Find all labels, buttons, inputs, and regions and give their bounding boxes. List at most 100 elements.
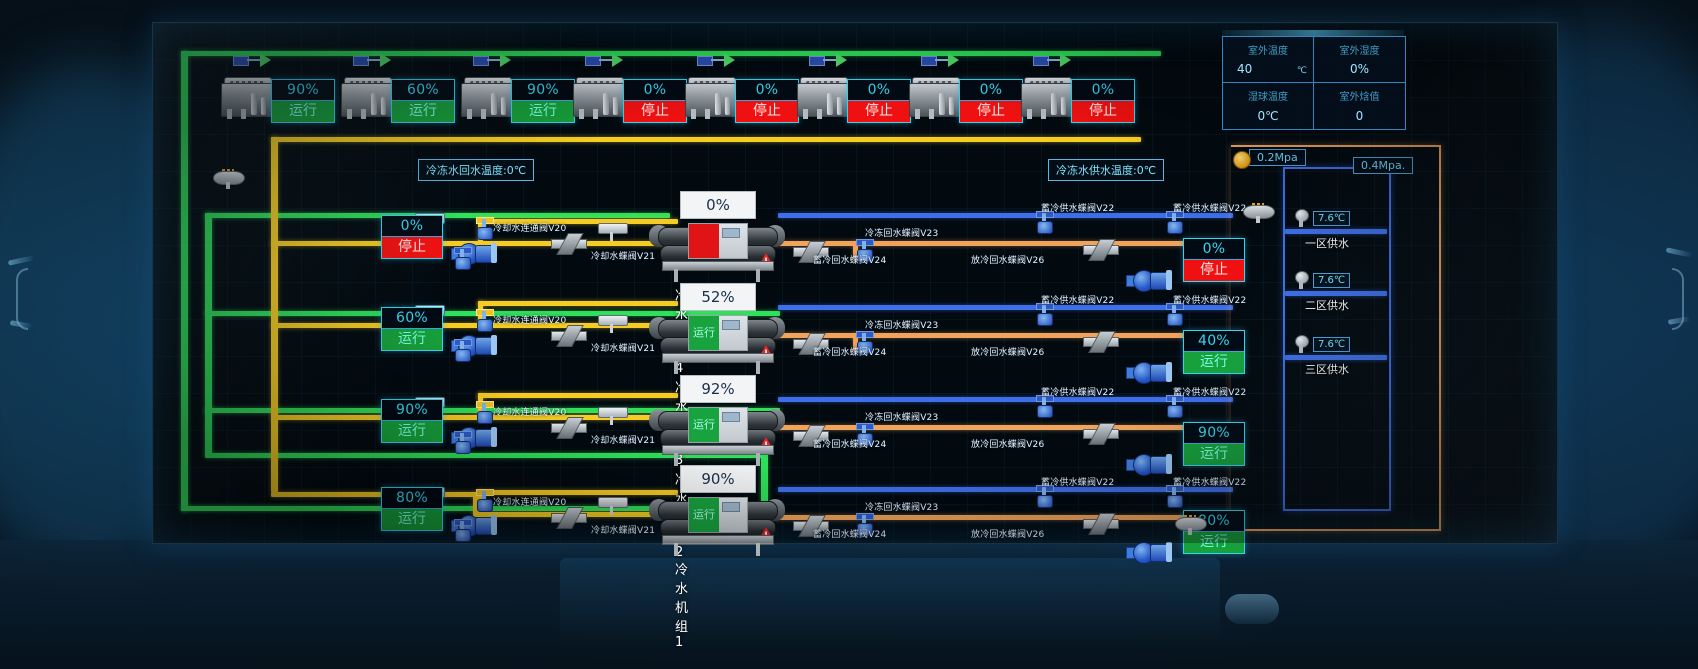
chilled-pump-3[interactable]: [1126, 360, 1173, 384]
cooling-tower-7[interactable]: [909, 75, 963, 119]
ball-valve-icon[interactable]: [853, 513, 875, 536]
butterfly-valve-icon[interactable]: [1083, 331, 1119, 353]
flow-sensor-icon[interactable]: [598, 497, 628, 515]
butterfly-valve-icon[interactable]: [1083, 239, 1119, 261]
ball-valve-icon[interactable]: [1163, 303, 1185, 326]
pressure-outlet-tag: 0.4Mpa.: [1353, 157, 1414, 174]
butterfly-valve-icon[interactable]: [793, 425, 829, 447]
chiller-1-control-panel[interactable]: 运行: [688, 497, 748, 533]
chiller-2[interactable]: 92% 运行: [649, 375, 785, 466]
ball-valve-icon[interactable]: [853, 331, 875, 354]
butterfly-valve-icon[interactable]: [551, 507, 587, 529]
butterfly-valve-icon[interactable]: [1083, 423, 1119, 445]
cooling-tower-7-status-card[interactable]: 0% 停止: [959, 79, 1023, 123]
cooling-butterfly-valve-v21-icon[interactable]: [451, 519, 473, 542]
cooling-tower-fan-damper-icon[interactable]: [809, 53, 853, 67]
butterfly-valve-icon[interactable]: [1083, 513, 1119, 535]
chiller-4-control-panel[interactable]: [688, 223, 748, 259]
cooling-tower-4-status-card[interactable]: 0% 停止: [623, 79, 687, 123]
valve-tag-v21-row1: 冷却水蝶阀V21: [591, 526, 656, 536]
flow-sensor-icon[interactable]: [598, 315, 628, 333]
butterfly-valve-icon[interactable]: [551, 325, 587, 347]
cooling-pump-3-status-card[interactable]: 60% 运行: [381, 307, 443, 351]
cooling-tower-fan-damper-icon[interactable]: [233, 53, 277, 67]
cooling-pump-4-status-card[interactable]: 0% 停止: [381, 215, 443, 259]
valve-tag-v21-row4: 冷却水蝶阀V21: [591, 252, 656, 262]
cooling-pump-3-status: 运行: [382, 329, 442, 350]
zone-1-supply-pipe: [1285, 229, 1387, 234]
butterfly-valve-icon[interactable]: [793, 241, 829, 263]
ball-valve-icon[interactable]: [853, 423, 875, 446]
cooling-tower-6-status-card[interactable]: 0% 停止: [847, 79, 911, 123]
chilled-pump-3-status-card[interactable]: 40% 运行: [1183, 330, 1245, 374]
flow-sensor-icon[interactable]: [598, 223, 628, 241]
bypass-valve-icon[interactable]: [1175, 515, 1207, 535]
valve-tag-v26-row1: 放冷回水蝶阀V26: [971, 530, 1045, 540]
flow-sensor-icon[interactable]: [598, 407, 628, 425]
cooling-butterfly-valve-v21-icon[interactable]: [451, 247, 473, 270]
pipe-chilled-return-4: [773, 241, 1243, 246]
butterfly-valve-icon[interactable]: [793, 333, 829, 355]
chiller-3[interactable]: 52% 运行: [649, 283, 785, 374]
cooling-tower-2[interactable]: [341, 75, 395, 119]
chiller-1[interactable]: 90% 运行: [649, 465, 785, 556]
cooling-tower-fan-damper-icon[interactable]: [473, 53, 517, 67]
cooling-tower-1[interactable]: [221, 75, 275, 119]
ball-valve-icon[interactable]: [1033, 485, 1055, 508]
pipe-condenser-drop-1: [473, 492, 480, 514]
cooling-tower-5[interactable]: [685, 75, 739, 119]
chiller-4[interactable]: 0%: [649, 191, 785, 282]
chilled-pump-4[interactable]: [1126, 268, 1173, 292]
cooling-tower-4[interactable]: [573, 75, 627, 119]
cooling-connect-valve-v20-icon[interactable]: [473, 217, 495, 240]
ball-valve-icon[interactable]: [1163, 395, 1185, 418]
valve-tag-v22-right-row2: 蓄冷供水蝶阀V22: [1173, 388, 1247, 398]
cooling-tower-5-status-card[interactable]: 0% 停止: [735, 79, 799, 123]
cooling-tower-1-status-card[interactable]: 90% 运行: [271, 79, 335, 123]
cooling-tower-fan-damper-icon[interactable]: [697, 53, 741, 67]
cooling-connect-valve-v20-icon[interactable]: [473, 489, 495, 512]
balance-valve-icon[interactable]: [1243, 203, 1275, 223]
butterfly-valve-icon[interactable]: [793, 515, 829, 537]
butterfly-valve-icon[interactable]: [551, 417, 587, 439]
cooling-connect-valve-v20-icon[interactable]: [473, 401, 495, 424]
pipe-condenser-to-chiller-1: [271, 492, 476, 497]
ball-valve-icon[interactable]: [1033, 211, 1055, 234]
chilled-pump-2-status-card[interactable]: 90% 运行: [1183, 422, 1245, 466]
cooling-tower-6[interactable]: [797, 75, 851, 119]
ball-valve-icon[interactable]: [1163, 485, 1185, 508]
cooling-tower-8[interactable]: [1021, 75, 1075, 119]
chilled-pump-1[interactable]: [1126, 540, 1173, 564]
cooling-tower-3[interactable]: [461, 75, 515, 119]
pipe-pump-top-4: [478, 219, 678, 224]
ball-valve-icon[interactable]: [1033, 395, 1055, 418]
cooling-tower-fan-damper-icon[interactable]: [921, 53, 965, 67]
cooling-tower-8-status-card[interactable]: 0% 停止: [1071, 79, 1135, 123]
cooling-pump-2-status: 运行: [382, 421, 442, 442]
zone-3-temp: 7.6℃: [1313, 337, 1351, 352]
chilled-pump-4-status-card[interactable]: 0% 停止: [1183, 238, 1245, 282]
cooling-tower-2-status-card[interactable]: 60% 运行: [391, 79, 455, 123]
chilled-pump-1-status-card[interactable]: 80% 运行: [1183, 510, 1245, 554]
cooling-tower-3-status-card[interactable]: 90% 运行: [511, 79, 575, 123]
butterfly-valve-icon[interactable]: [551, 233, 587, 255]
cooling-tower-fan-damper-icon[interactable]: [1033, 53, 1077, 67]
cooling-butterfly-valve-v21-icon[interactable]: [451, 339, 473, 362]
cooling-butterfly-valve-v21-icon[interactable]: [451, 431, 473, 454]
cooling-pump-1-status-card[interactable]: 80% 运行: [381, 487, 443, 531]
cooling-pump-1-pct: 80%: [382, 488, 442, 509]
chiller-4-pct: 0%: [680, 191, 756, 219]
valve-tag-v20-row4: 冷却水连通阀V20: [493, 224, 567, 234]
makeup-valve-icon[interactable]: [213, 169, 245, 189]
zone-3-supply-pipe: [1285, 355, 1387, 360]
ball-valve-icon[interactable]: [1163, 211, 1185, 234]
chilled-pump-2[interactable]: [1126, 452, 1173, 476]
cooling-tower-fan-damper-icon[interactable]: [353, 53, 397, 67]
chiller-2-control-panel[interactable]: 运行: [688, 407, 748, 443]
chiller-3-control-panel[interactable]: 运行: [688, 315, 748, 351]
cooling-connect-valve-v20-icon[interactable]: [473, 309, 495, 332]
ball-valve-icon[interactable]: [1033, 303, 1055, 326]
ball-valve-icon[interactable]: [853, 239, 875, 262]
cooling-tower-fan-damper-icon[interactable]: [585, 53, 629, 67]
cooling-pump-2-status-card[interactable]: 90% 运行: [381, 399, 443, 443]
